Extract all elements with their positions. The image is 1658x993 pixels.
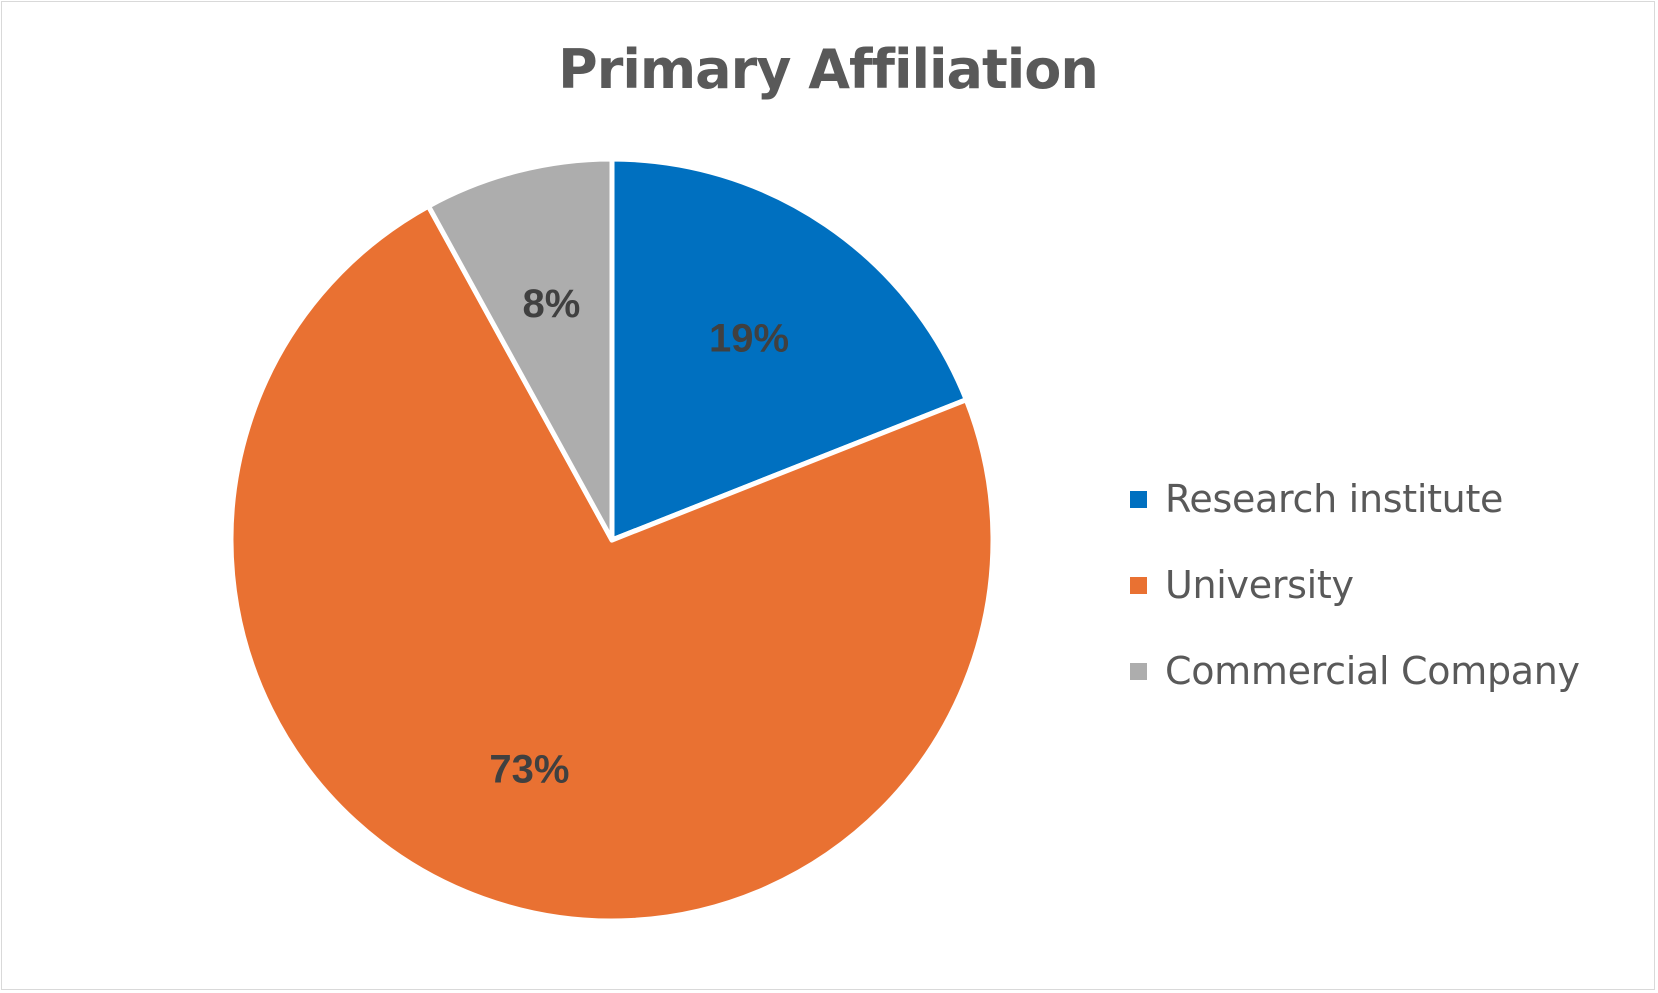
- legend-swatch-research-institute: [1130, 490, 1147, 508]
- legend-item-university: University: [1130, 542, 1580, 628]
- legend: Research institute University Commercial…: [1130, 456, 1580, 714]
- chart-title: Primary Affiliation: [558, 38, 1099, 101]
- legend-swatch-university: [1130, 576, 1147, 594]
- legend-item-research-institute: Research institute: [1130, 456, 1580, 542]
- legend-item-commercial-company: Commercial Company: [1130, 628, 1580, 714]
- legend-label-commercial-company: Commercial Company: [1165, 649, 1580, 693]
- pie-slice-commercial-company: [425, 156, 615, 543]
- pie-slice-university: [228, 203, 996, 924]
- legend-label-research-institute: Research institute: [1165, 477, 1504, 521]
- data-label-research-institute: 19%: [709, 316, 789, 360]
- legend-label-university: University: [1165, 563, 1354, 607]
- data-label-commercial-company: 8%: [522, 282, 580, 326]
- legend-swatch-commercial-company: [1130, 662, 1147, 680]
- pie-slice-research-institute: [609, 156, 969, 543]
- pie-data-labels: 19% 73% 8%: [489, 282, 789, 792]
- data-label-university: 73%: [489, 747, 569, 791]
- pie-slices: [228, 156, 996, 924]
